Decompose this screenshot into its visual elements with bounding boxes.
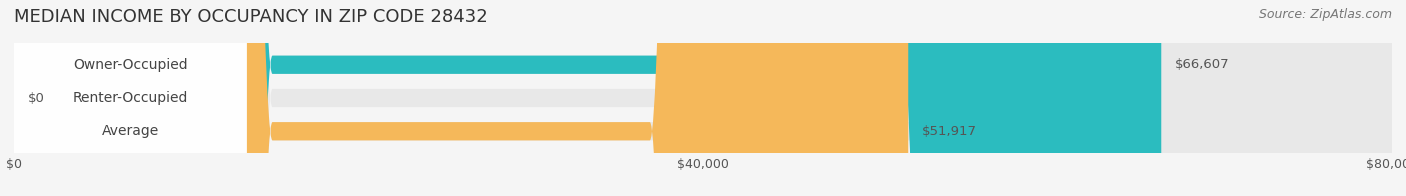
FancyBboxPatch shape <box>14 0 1392 196</box>
FancyBboxPatch shape <box>14 0 1161 196</box>
Text: Average: Average <box>101 124 159 138</box>
Text: $66,607: $66,607 <box>1175 58 1230 71</box>
Text: Source: ZipAtlas.com: Source: ZipAtlas.com <box>1258 8 1392 21</box>
Text: $51,917: $51,917 <box>922 125 977 138</box>
Text: Renter-Occupied: Renter-Occupied <box>73 91 188 105</box>
FancyBboxPatch shape <box>14 0 246 196</box>
FancyBboxPatch shape <box>14 0 246 196</box>
FancyBboxPatch shape <box>14 0 908 196</box>
Text: $0: $0 <box>28 92 45 104</box>
Text: MEDIAN INCOME BY OCCUPANCY IN ZIP CODE 28432: MEDIAN INCOME BY OCCUPANCY IN ZIP CODE 2… <box>14 8 488 26</box>
FancyBboxPatch shape <box>14 0 1392 196</box>
FancyBboxPatch shape <box>14 0 1392 196</box>
FancyBboxPatch shape <box>14 0 246 196</box>
Text: Owner-Occupied: Owner-Occupied <box>73 58 187 72</box>
